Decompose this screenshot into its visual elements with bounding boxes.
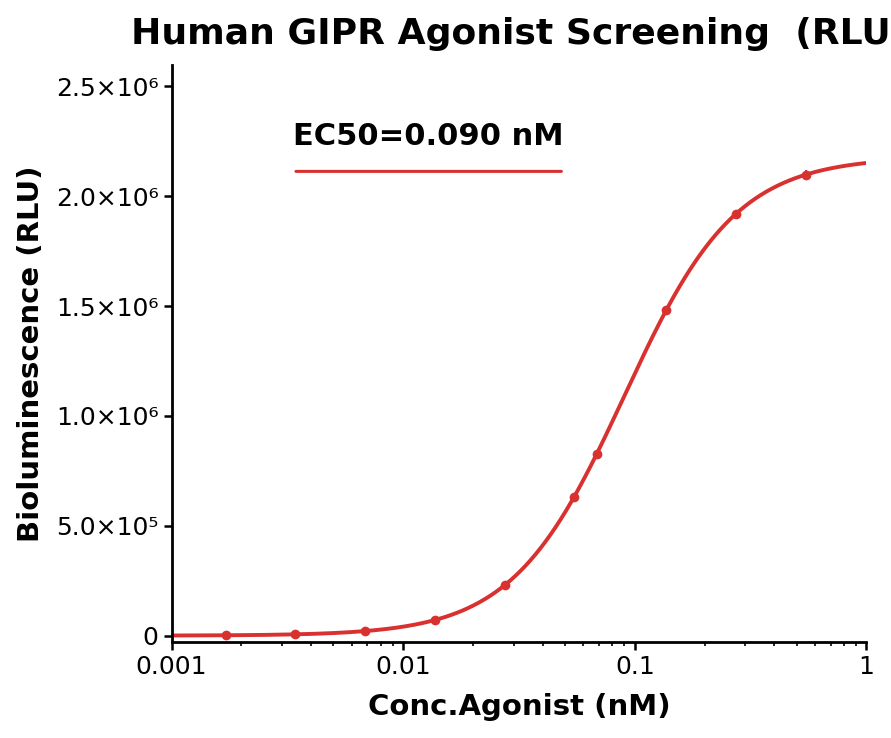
X-axis label: Conc.Agonist (nM): Conc.Agonist (nM) [368,693,670,721]
Y-axis label: Bioluminescence (RLU): Bioluminescence (RLU) [17,165,45,542]
Text: EC50=0.090 nM: EC50=0.090 nM [293,123,564,151]
Title: Human GIPR Agonist Screening  (RLU): Human GIPR Agonist Screening (RLU) [131,17,891,51]
